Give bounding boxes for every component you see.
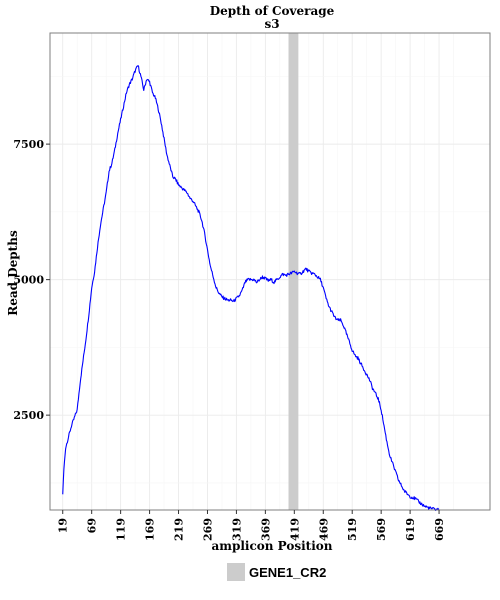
coverage-line [62, 65, 440, 512]
chart-title: Depth of Coverage [210, 4, 335, 18]
x-tick-label: 219 [173, 518, 186, 541]
x-tick-label: 519 [346, 518, 359, 541]
x-tick-label: 319 [230, 518, 243, 541]
x-tick-label: 369 [259, 518, 272, 541]
legend-key-swatch [227, 563, 245, 581]
x-tick-label: 619 [404, 518, 417, 541]
x-tick-label: 419 [288, 518, 301, 541]
x-tick-label: 669 [433, 518, 446, 541]
y-tick-label: 5000 [13, 274, 44, 287]
x-tick-label: 469 [317, 518, 330, 541]
x-tick-label: 69 [86, 518, 99, 533]
y-axis: 2500 5000 7500 [13, 138, 50, 422]
plot-background [50, 33, 490, 510]
series-layer [62, 65, 440, 512]
y-tick-label: 7500 [13, 138, 44, 151]
y-tick-label: 2500 [13, 409, 44, 422]
plot-panel [49, 32, 491, 512]
plot-border [49, 32, 491, 511]
legend-label: GENE1_CR2 [249, 565, 326, 580]
x-axis: 19 69 119 169 219 269 319 369 419 469 519 569 619 669 [57, 510, 446, 541]
x-tick-label: 169 [144, 518, 157, 541]
x-axis-title: amplicon Position [211, 539, 332, 553]
y-axis-title: Read Depths [6, 230, 20, 316]
x-tick-label: 19 [57, 518, 70, 533]
grid-lines [50, 33, 490, 510]
x-tick-label: 119 [115, 518, 128, 541]
x-tick-label: 569 [375, 518, 388, 541]
chart-subtitle: s3 [264, 17, 279, 31]
legend: GENE1_CR2 [227, 563, 326, 581]
x-tick-label: 269 [201, 518, 214, 541]
